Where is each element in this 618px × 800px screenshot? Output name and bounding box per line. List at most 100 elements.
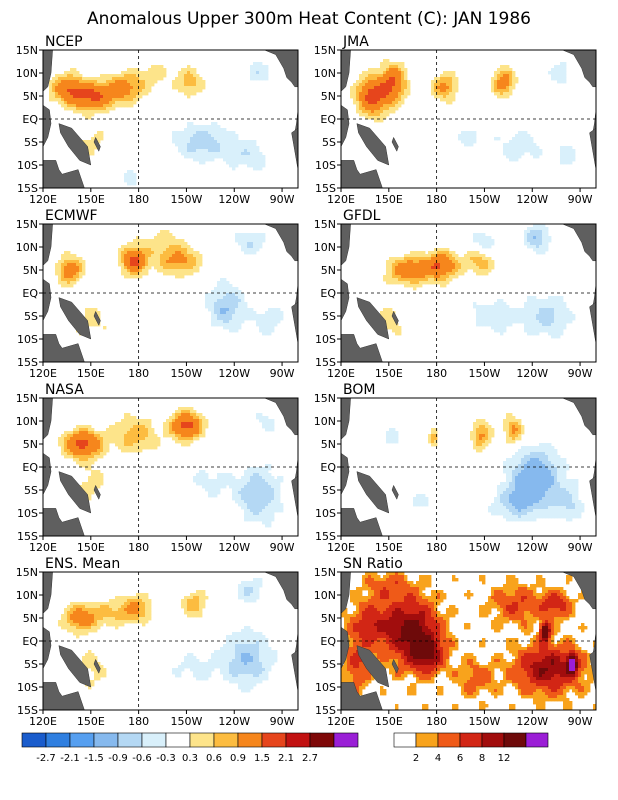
- heatmap-cell: [112, 428, 116, 432]
- heatmap-cell: [548, 71, 552, 75]
- heatmap-cell: [61, 620, 65, 624]
- heatmap-cell: [512, 320, 516, 324]
- heatmap-cell: [217, 314, 221, 318]
- heatmap-cell: [256, 467, 260, 471]
- heatmap-cell: [76, 74, 80, 78]
- heatmap-cell: [563, 509, 567, 513]
- heatmap-cell: [169, 416, 173, 420]
- heatmap-cell: [70, 452, 74, 456]
- heatmap-cell: [142, 443, 146, 447]
- heatmap-cell: [557, 77, 561, 81]
- heatmap-cell: [253, 140, 257, 144]
- heatmap-cell: [229, 143, 233, 147]
- heatmap-cell: [518, 452, 522, 456]
- heatmap-cell: [452, 251, 456, 255]
- heatmap-cell: [217, 320, 221, 324]
- heatmap-cell: [136, 236, 140, 240]
- heatmap-cell: [172, 236, 176, 240]
- heatmap-cell: [220, 152, 224, 156]
- heatmap-cell: [106, 440, 110, 444]
- heatmap-cell: [163, 422, 167, 426]
- heatmap-cell: [437, 92, 441, 96]
- heatmap-cell: [452, 266, 456, 270]
- land-polygon: [93, 136, 101, 152]
- heatmap-cell: [67, 437, 71, 441]
- x-tick-label: 120E: [327, 367, 355, 380]
- heatmap-cell: [557, 320, 561, 324]
- heatmap-cell: [262, 518, 266, 522]
- heatmap-cell: [88, 116, 92, 120]
- heatmap-cell: [199, 83, 203, 87]
- heatmap-cell: [217, 293, 221, 297]
- heatmap-cell: [145, 440, 149, 444]
- heatmap-cell: [211, 149, 215, 153]
- heatmap-cell: [115, 422, 119, 426]
- heatmap-cell: [515, 506, 519, 510]
- heatmap-cell: [166, 431, 170, 435]
- heatmap-cell: [539, 479, 543, 483]
- heatmap-cell: [434, 89, 438, 93]
- heatmap-cell: [196, 146, 200, 150]
- heatmap-cell: [79, 464, 83, 468]
- heatmap-cell: [121, 443, 125, 447]
- heatmap-cell: [389, 275, 393, 279]
- heatmap-cell: [208, 494, 212, 498]
- heatmap-cell: [223, 311, 227, 315]
- heatmap-cell: [133, 251, 137, 255]
- heatmap-cell: [262, 320, 266, 324]
- heatmap-cell: [172, 140, 176, 144]
- heatmap-cell: [485, 443, 489, 447]
- heatmap-cell: [193, 83, 197, 87]
- y-tick-label: 15S: [17, 356, 38, 369]
- heatmap-cell: [82, 83, 86, 87]
- heatmap-cell: [226, 149, 230, 153]
- heatmap-cell: [560, 149, 564, 153]
- heatmap-cell: [151, 251, 155, 255]
- heatmap-cell: [208, 296, 212, 300]
- heatmap-cell: [380, 116, 384, 120]
- heatmap-cell: [79, 434, 83, 438]
- heatmap-cell: [392, 95, 396, 99]
- heatmap-cell: [277, 506, 281, 510]
- heatmap-cell: [61, 437, 65, 441]
- heatmap-cell: [407, 266, 411, 270]
- heatmap-cell: [491, 320, 495, 324]
- heatmap-cell: [73, 272, 77, 276]
- heatmap-cell: [503, 500, 507, 504]
- heatmap-cell: [262, 467, 266, 471]
- heatmap-cell: [79, 446, 83, 450]
- heatmap-cell: [157, 233, 161, 237]
- heatmap-cell: [229, 482, 233, 486]
- heatmap-cell: [223, 479, 227, 483]
- heatmap-cell: [356, 89, 360, 93]
- heatmap-cell: [238, 155, 242, 159]
- heatmap-cell: [392, 440, 396, 444]
- heatmap-cell: [350, 92, 354, 96]
- heatmap-cell: [178, 80, 182, 84]
- land-polygon: [43, 50, 53, 92]
- heatmap-cell: [130, 275, 134, 279]
- heatmap-cell: [389, 311, 393, 315]
- heatmap-cell: [85, 656, 89, 660]
- heatmap-cell: [533, 311, 537, 315]
- heatmap-cell: [70, 101, 74, 105]
- heatmap-cell: [563, 464, 567, 468]
- heatmap-cell: [220, 149, 224, 153]
- heatmap-cell: [560, 146, 564, 150]
- heatmap-cell: [497, 80, 501, 84]
- heatmap-cell: [401, 278, 405, 282]
- heatmap-cell: [536, 494, 540, 498]
- heatmap-cell: [449, 257, 453, 261]
- heatmap-cell: [232, 494, 236, 498]
- heatmap-cell: [142, 263, 146, 267]
- heatmap-cell: [473, 446, 477, 450]
- heatmap-cell: [527, 452, 531, 456]
- heatmap-cell: [130, 431, 134, 435]
- heatmap-cell: [160, 65, 164, 69]
- heatmap-cell: [383, 80, 387, 84]
- heatmap-cell: [431, 269, 435, 273]
- heatmap-cell: [64, 623, 68, 627]
- heatmap-cell: [271, 311, 275, 315]
- heatmap-cell: [199, 86, 203, 90]
- heatmap-cell: [250, 314, 254, 318]
